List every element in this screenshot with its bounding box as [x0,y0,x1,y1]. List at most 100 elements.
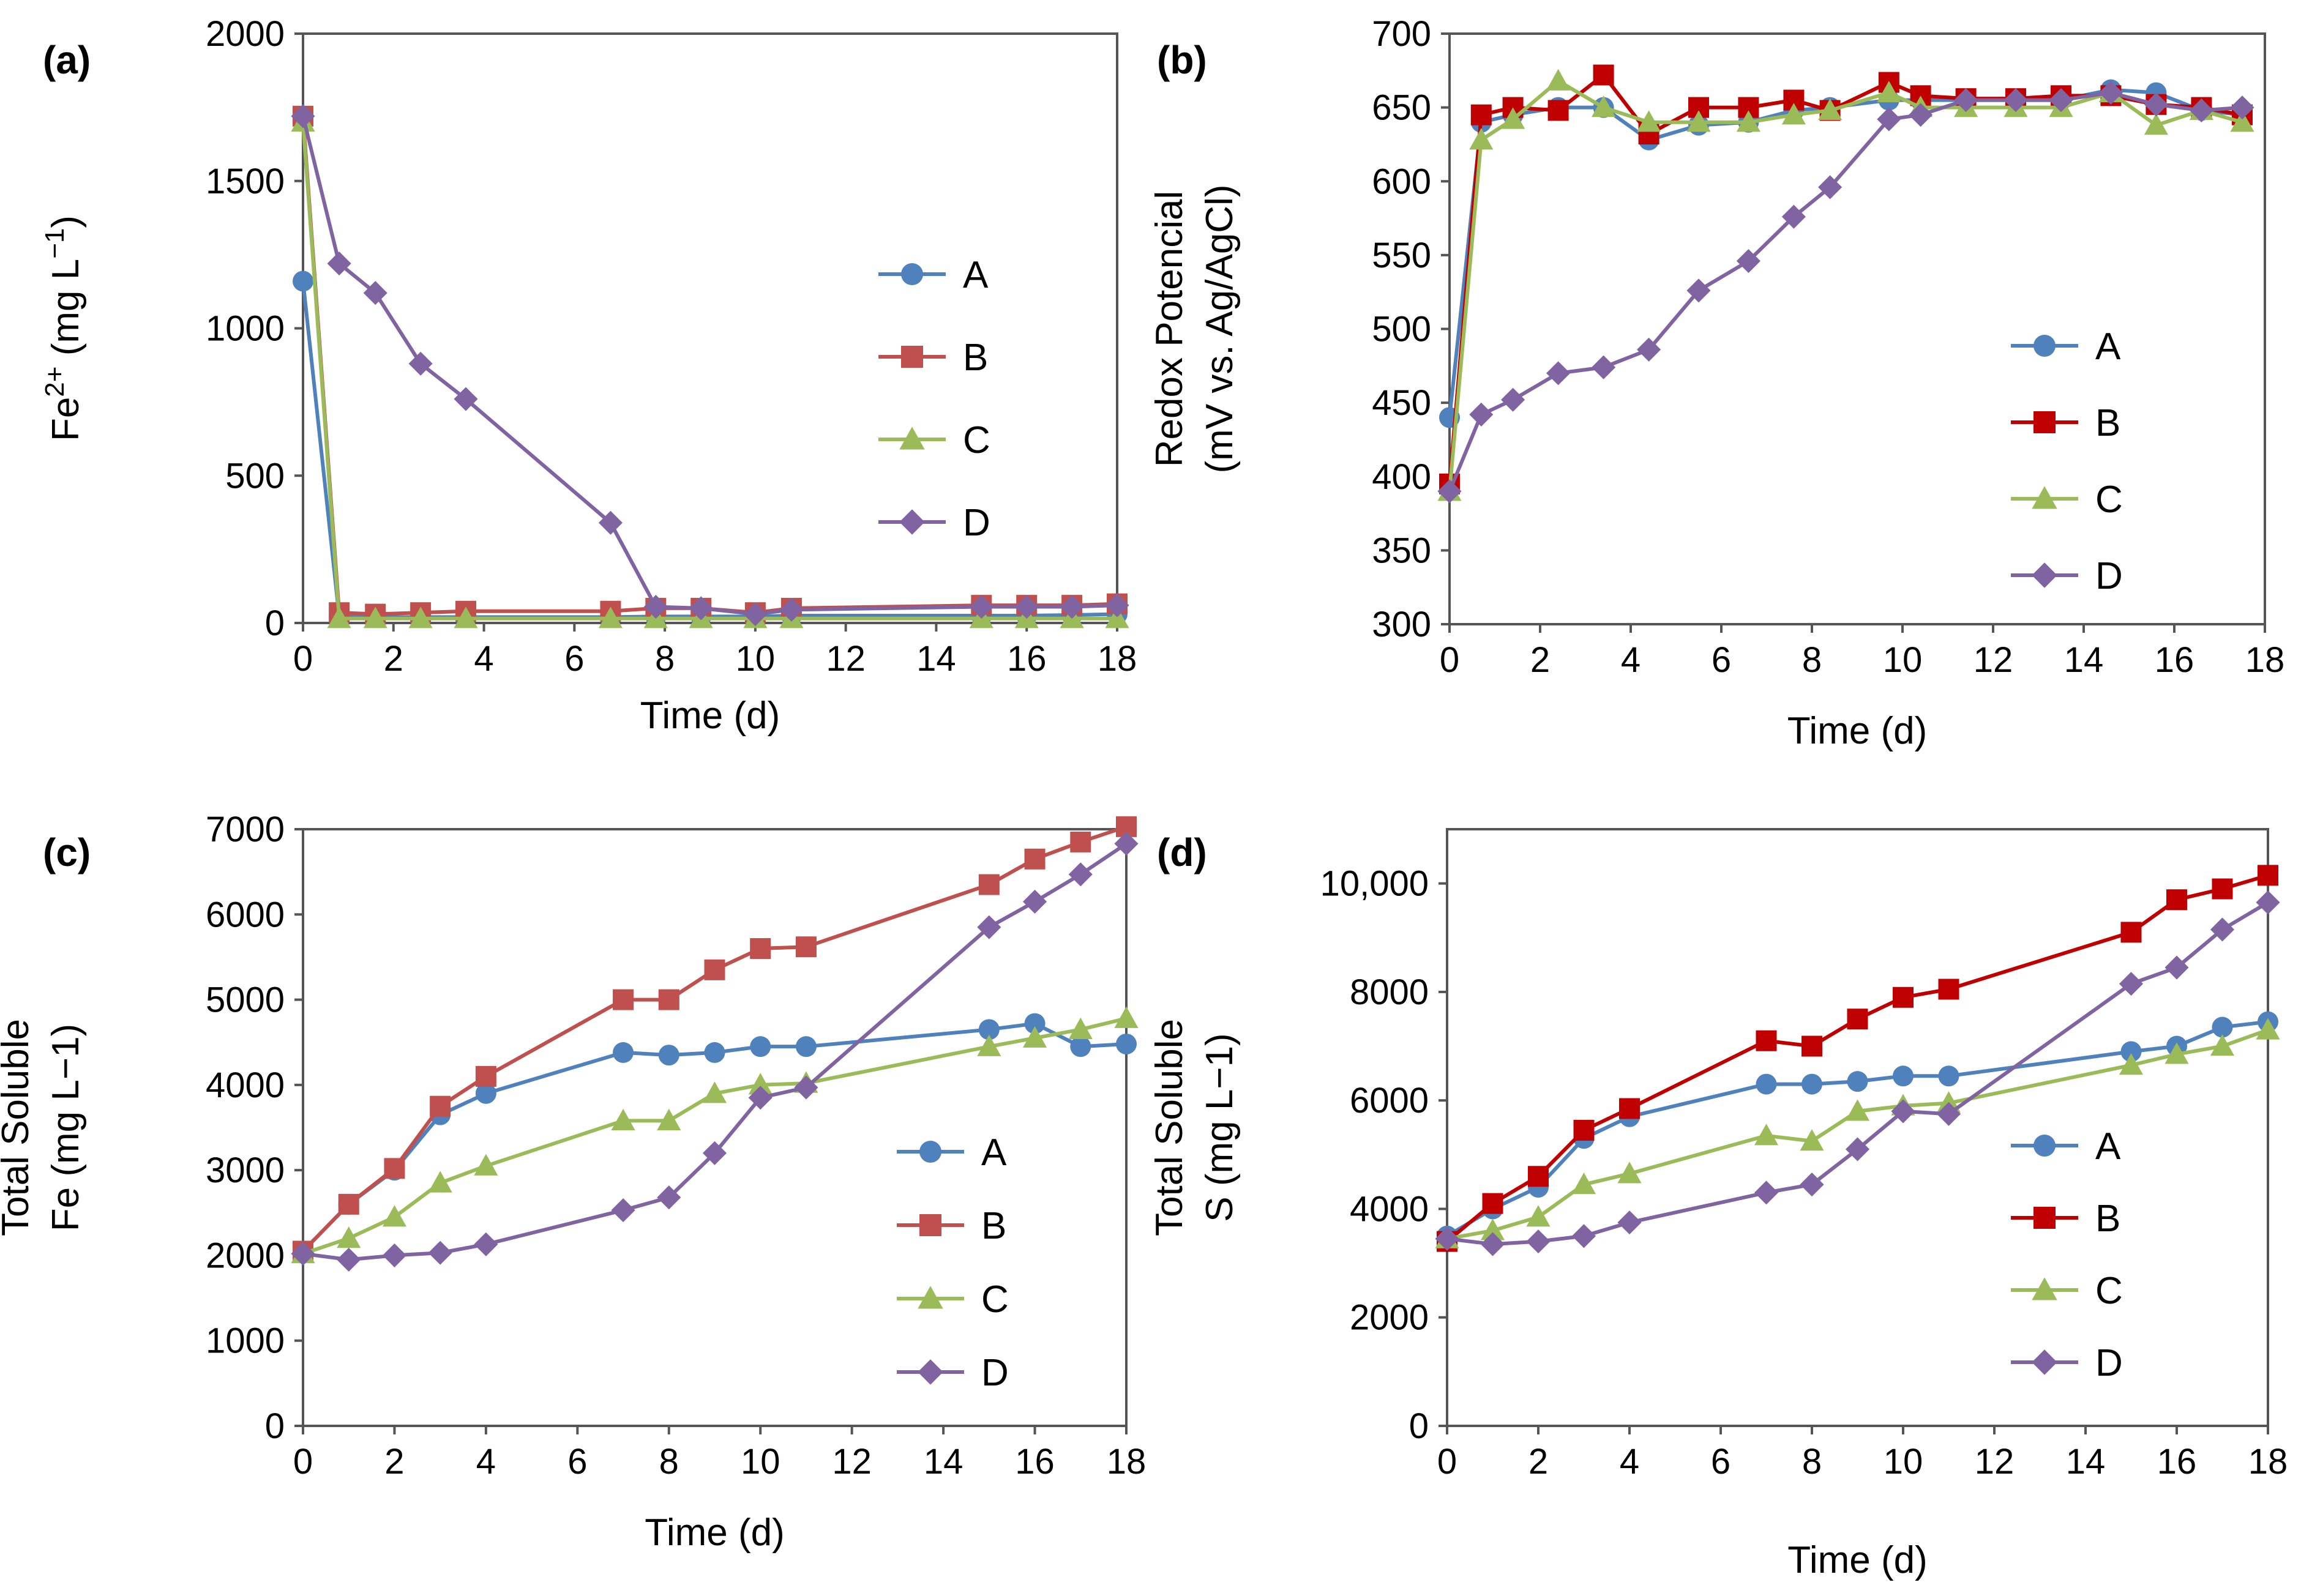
chart-2-series-D-point [337,1247,361,1272]
chart-1-series-C-point [1501,107,1525,129]
chart-3-legend-A-label: A [2095,1125,2121,1168]
chart-2-legend-C-label: C [981,1278,1009,1321]
chart-1-series-B-point [1593,64,1614,86]
chart-3-series-C-point [2210,1034,2235,1056]
chart-3-y-axis-title-line: S (mg L−1) [1199,1033,1241,1221]
chart-1-x-tick-label: 6 [1712,640,1731,680]
chart-0-series-D-point [743,602,768,627]
chart-0-series-D-point [1014,594,1039,619]
chart-0-series-D-point [291,104,315,129]
chart-1-series-B-line [1448,73,2243,485]
chart-0-series-D-point [454,387,478,411]
chart-1-series-D-point [2189,98,2213,122]
chart-0-series-D-point [1105,593,1129,617]
chart-1-y-tick-label: 700 [1372,14,1431,54]
chart-2-x-tick-label: 18 [1107,1442,1147,1482]
chart-1-y-tick-label: 500 [1372,310,1431,349]
chart-1-series-D-point [1818,175,1843,200]
chart-3-series-D-point [1571,1224,1596,1248]
chart-2-series-D-point [611,1198,635,1223]
chart-0-x-tick-label: 2 [384,639,403,679]
chart-1-y-axis-title-line: Redox Potencial [1148,191,1191,468]
chart-2-series-A-point [613,1042,634,1063]
chart-2-series-D-point [291,1242,315,1266]
chart-1-y-tick-label: 600 [1372,162,1431,201]
chart-1-plot-frame [1448,32,2266,625]
chart-2-series-A-point [750,1036,771,1057]
chart-3-y-axis-title-line: Total Soluble [1148,1019,1191,1236]
chart-2-series-D-point [1114,832,1139,856]
chart-3-series-C-point [1754,1124,1779,1146]
chart-1-y-tick-label: 350 [1372,531,1431,570]
chart-2-legend-D-label: D [981,1352,1009,1394]
chart-1-x-tick-label: 14 [2064,640,2104,680]
chart-2-series-A-point [1070,1036,1091,1057]
chart-1-series-D [1437,80,2254,504]
chart-1-series-B [1439,64,2253,494]
chart-1-series-D-point [1437,479,1462,504]
chart-1-series-D-point [1909,103,1933,127]
chart-3-x-axis-title: Time (d) [1787,1539,1927,1581]
chart-1-series-C-point [2230,110,2254,132]
chart-0-series-D-point [363,281,387,305]
chart-3-legend-C-label: C [2095,1270,2123,1312]
chart-1-legend-A-label: A [2095,326,2121,368]
chart-3-series-B-point [1756,1030,1777,1051]
chart-3-series-D-point [1754,1180,1779,1205]
chart-3-series-B-line [1446,873,2269,1243]
chart-3-y-tick-label: 8000 [1350,972,1429,1012]
chart-1-series-C [1437,69,2254,501]
chart-2-series-B-point [338,1193,359,1215]
chart-0-series-D [291,104,1129,627]
chart-2-y-tick-label: 5000 [206,980,285,1020]
chart-1-x-tick-label: 12 [1974,640,2013,680]
chart-2-legend-D-marker [918,1359,943,1385]
chart-2-y-tick-label: 1000 [206,1321,285,1361]
chart-3-y-tick-label: 6000 [1350,1081,1429,1121]
chart-1-y-tick-label: 400 [1372,457,1431,497]
chart-3-series-C-point [1800,1129,1824,1151]
chart-3-series-C-point [2164,1042,2189,1064]
chart-1-legend-D-marker [2032,562,2057,588]
chart-1-series-C-point [1592,95,1616,117]
chart-0-panel: 0 2 4 6 8 10 12 14 16 18 0 500 1000 1500 2000 (a) Time (… [40,14,1137,737]
chart-0-series-A [293,270,1128,628]
chart-3-series-C-point [1845,1099,1870,1121]
chart-1-series-D-point [1501,387,1525,412]
chart-2-series-A-point [1024,1013,1046,1034]
chart-2-series-D-point [748,1086,773,1110]
chart-1-series-D-point [1469,402,1494,427]
chart-0-y-axis-title-part: ) [45,215,87,228]
chart-0-panel-label: (a) [43,38,91,82]
chart-3-plot-frame [1446,828,2269,1427]
chart-0-legend-C-marker [899,427,925,450]
chart-0-series-D-point [643,594,668,619]
chart-0-y-axis-title: Fe2+ (mg L−1) [40,215,87,441]
chart-3-x-tick-label: 8 [1802,1442,1822,1482]
chart-0-legend-A-label: A [963,254,989,296]
chart-2-series-C-point [1068,1017,1093,1039]
chart-0-y-axis-title-part: (mg L [45,259,87,367]
chart-2-series-B-point [1070,831,1091,852]
chart-3-y-axis-title: Total Soluble S (mg L−1) [1148,1019,1241,1236]
chart-2-legend-B-marker [919,1214,941,1236]
chart-2-series-C-line [302,1016,1127,1256]
chart-3-x-tick-label: 12 [1975,1442,2015,1482]
chart-3-x-tick-label: 2 [1528,1442,1548,1482]
chart-3-x-tick-label: 14 [2066,1442,2106,1482]
chart-3-series-A-point [1847,1071,1868,1092]
chart-1-y-tick-label: 550 [1372,236,1431,275]
chart-3-legend-A-marker [2033,1135,2056,1157]
chart-2-series-C-point [977,1034,1001,1056]
chart-0-legend-D-marker [899,509,925,535]
chart-1-series-C-point [2144,113,2168,135]
chart-0-y-axis-title-sup: −1 [40,228,70,259]
chart-0-series-C-line [301,122,1117,621]
chart-0-series-C-point [598,606,623,628]
chart-3-series-A-point [2120,1041,2142,1062]
chart-3-series-B-point [1802,1035,1822,1057]
chart-1-panel: 0 2 4 6 8 10 12 14 16 18 300 350 400 450 500 550 600 650 7… [1148,14,2284,752]
chart-0-x-tick-label: 4 [474,639,493,679]
